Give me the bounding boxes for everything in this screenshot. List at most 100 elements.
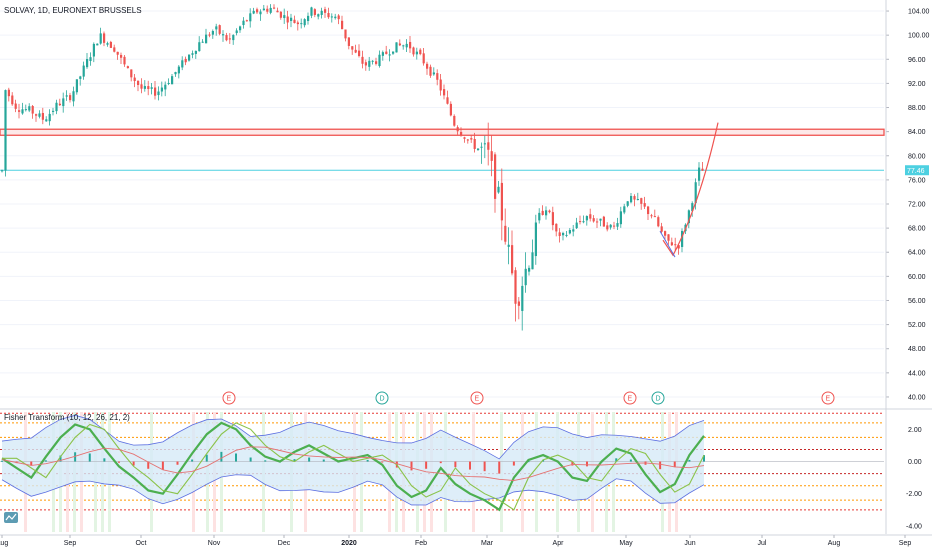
candle-body — [429, 66, 432, 76]
price-axis[interactable]: 104.00 100.00 96.00 92.00 88.00 84.00 80.00 76.… — [885, 0, 930, 534]
upper-band — [1, 414, 705, 460]
candle-body — [657, 217, 660, 227]
indicator-title[interactable]: Fisher Transform (10, 12, 26, 21, 2) — [4, 413, 130, 422]
candle-body — [477, 148, 480, 151]
candle-body — [701, 168, 704, 171]
candle-body — [290, 17, 293, 22]
candle-body — [62, 98, 65, 107]
price-tick-label: 60.00 — [908, 274, 926, 281]
candle-body — [483, 143, 486, 145]
histogram-bar — [308, 457, 311, 462]
candle-body — [538, 212, 541, 221]
time-tick-label: Aug — [0, 540, 8, 547]
histogram-bar — [454, 461, 457, 468]
candle-body — [109, 41, 112, 48]
candle-body — [606, 225, 609, 230]
candle-body — [167, 82, 170, 85]
candle-body — [528, 267, 531, 272]
candle-body — [239, 26, 242, 31]
candle-body — [494, 154, 497, 199]
candle-body — [126, 66, 129, 69]
histogram-bar — [615, 458, 618, 462]
candle-body — [72, 91, 75, 102]
candle-body — [293, 19, 296, 24]
indicator-axis[interactable]: 2.00 0.00 -2.00 -4.00 — [906, 427, 922, 531]
candle-body — [402, 45, 405, 47]
histogram-bar — [366, 459, 369, 462]
candle-body — [313, 9, 316, 15]
time-tick-label: Mar — [481, 540, 494, 547]
candle-body — [392, 51, 395, 54]
candle-body — [225, 35, 228, 41]
histogram-bar — [118, 461, 120, 463]
candle-body — [130, 69, 133, 78]
candle-body — [113, 47, 116, 52]
candle-body — [133, 77, 136, 82]
candle-body — [436, 73, 439, 80]
candle-body — [347, 37, 350, 46]
price-label-box — [905, 165, 929, 176]
histogram-bar — [673, 461, 676, 468]
trend-line[interactable] — [659, 122, 719, 258]
candle-body — [154, 87, 157, 96]
candle-body — [14, 103, 17, 109]
candle-body — [514, 270, 517, 304]
candle-body — [79, 76, 82, 79]
price-tick-label: 80.00 — [908, 153, 926, 160]
candle-body — [419, 49, 422, 55]
time-tick-label: Nov — [208, 540, 221, 547]
candle-body — [194, 50, 197, 54]
candle-body — [38, 113, 41, 117]
candle-body — [228, 38, 231, 40]
candle-body — [558, 232, 561, 237]
candle-body — [470, 138, 473, 140]
trend-support — [659, 230, 676, 258]
candle-body — [490, 151, 493, 161]
time-tick-label: Sep — [899, 540, 912, 547]
candle-body — [409, 41, 412, 49]
candle-body — [388, 54, 391, 56]
histogram-bar — [88, 453, 91, 462]
histogram-bar — [44, 460, 47, 462]
time-tick-label: Dec — [278, 540, 291, 547]
candle-body — [307, 15, 310, 22]
candle-body — [252, 10, 255, 14]
event-letter: E — [628, 396, 633, 403]
candle-body — [160, 87, 163, 92]
candle-body — [334, 16, 337, 19]
price-tick-label: 100.00 — [908, 33, 930, 40]
candle-body — [480, 146, 483, 148]
chart-title: SOLVAY, 1D, EURONEXT BRUSSELS — [4, 6, 142, 15]
candle-body — [443, 89, 446, 96]
candle-body — [116, 51, 119, 55]
price-tick-label: 48.00 — [908, 346, 926, 353]
candle-body — [215, 26, 218, 30]
event-marker — [623, 391, 637, 405]
candle-body — [463, 137, 466, 139]
candle-body — [551, 212, 554, 226]
candle-body — [137, 80, 140, 85]
candle-body — [296, 22, 299, 25]
histogram-bar — [191, 459, 194, 462]
candle-body — [670, 242, 673, 246]
candle-body — [691, 203, 694, 211]
candle-body — [602, 216, 605, 227]
candle-body — [592, 218, 595, 222]
tradingview-logo[interactable] — [4, 512, 18, 523]
time-tick-label: Jul — [758, 540, 767, 547]
candle-body — [147, 86, 150, 90]
candle-body — [324, 9, 327, 13]
candle-body — [460, 131, 463, 136]
candle-body — [106, 43, 109, 45]
event-marker — [470, 391, 484, 405]
time-axis[interactable]: Aug Sep Oct Nov Dec 2020 Feb Mar Apr May Jun Jul Aug… — [0, 534, 932, 547]
resistance-zone[interactable] — [0, 128, 885, 136]
candle-body — [327, 12, 330, 18]
histogram-bar — [220, 451, 223, 462]
event-letter: E — [475, 396, 480, 403]
candle-body — [279, 11, 282, 18]
candle-body — [555, 223, 558, 232]
candle-body — [92, 43, 95, 57]
price-tick-label: 92.00 — [908, 81, 926, 88]
